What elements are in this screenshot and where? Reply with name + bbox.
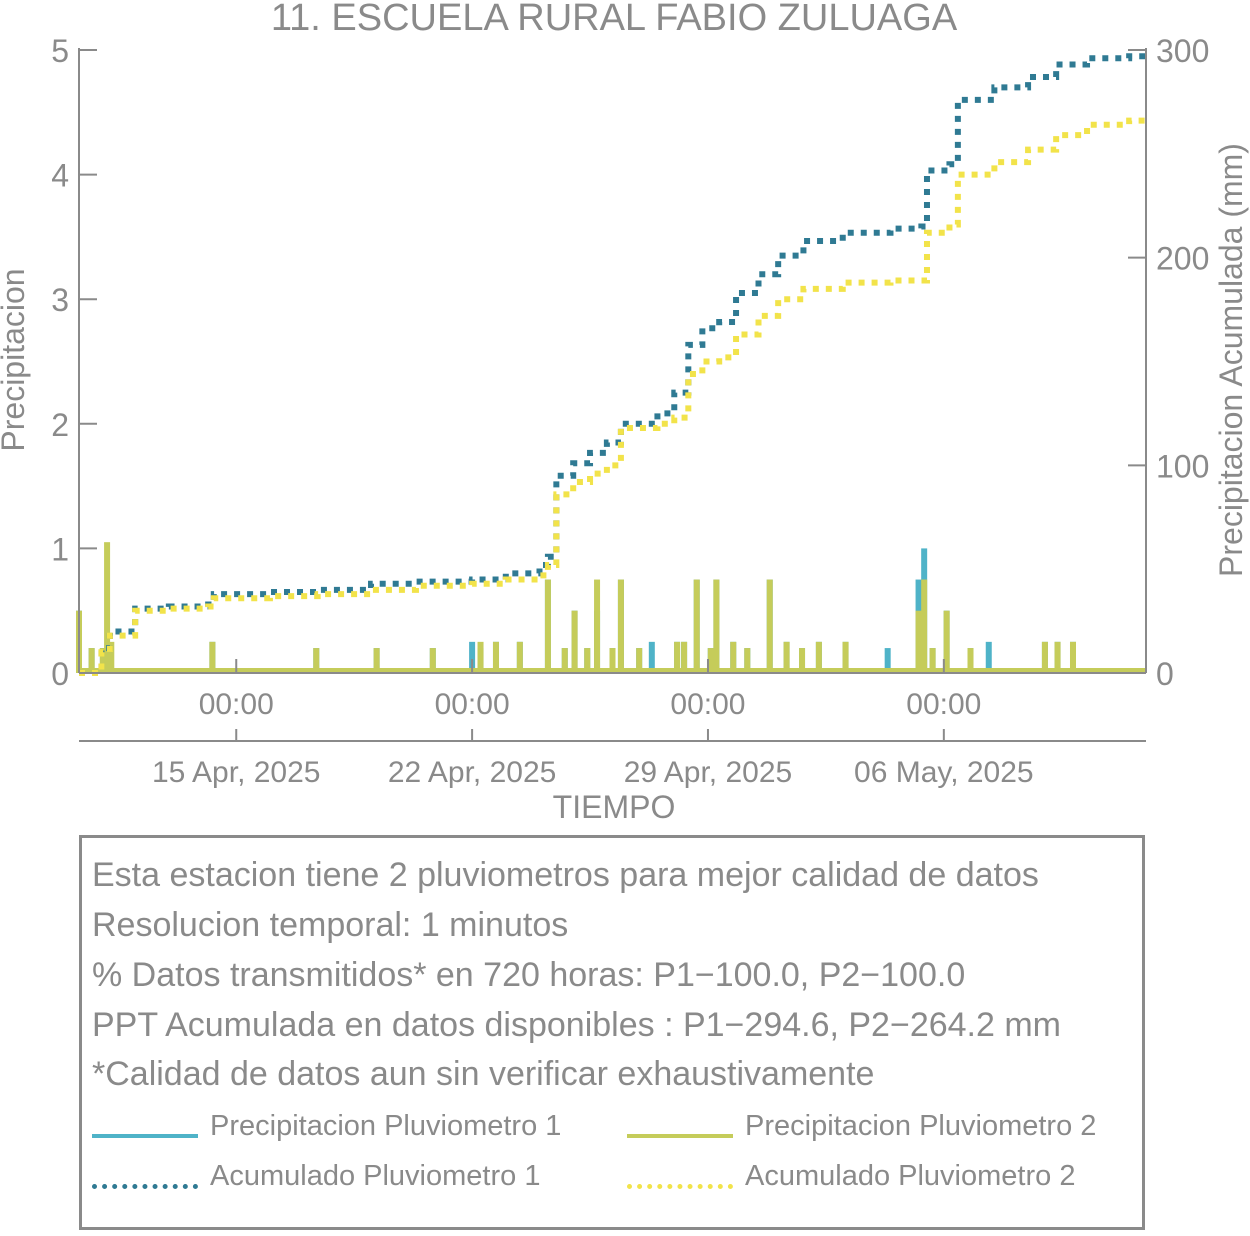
precip-bar-p2 — [609, 648, 616, 673]
bars-layer — [76, 542, 1146, 673]
y-tick-label: 1 — [51, 531, 69, 567]
precip-bar-p2 — [713, 579, 720, 673]
x-tick-date-label: 29 Apr, 2025 — [624, 756, 793, 789]
precip-bar-p2 — [88, 648, 95, 673]
precip-bar-p2 — [744, 648, 751, 673]
precip-bar-p2 — [915, 610, 922, 673]
precip-bar-p2 — [584, 648, 591, 673]
precip-bar-p2 — [104, 542, 111, 673]
precip-bar-p2 — [373, 648, 380, 673]
x-tick-time-label: 00:00 — [906, 688, 981, 721]
y-tick-label: 4 — [51, 158, 69, 194]
y-axis-label: Precipitacion — [0, 268, 31, 451]
precip-bar-p2 — [1041, 641, 1048, 673]
precip-bar-p2 — [674, 641, 681, 673]
x-ticks: 00:00 15 Apr, 2025 00:00 22 Apr, 2025 00:00 2… — [152, 659, 1034, 789]
info-line: PPT Acumulada en datos disponibles : P1−… — [92, 1006, 1061, 1044]
y-tick-label: 2 — [51, 407, 69, 443]
x-axis-label: TIEMPO — [553, 789, 676, 825]
precip-bar-p2 — [594, 579, 601, 673]
precip-bar-p1 — [469, 641, 476, 673]
x-tick-date-label: 15 Apr, 2025 — [152, 756, 321, 789]
precip-bar-p2 — [99, 648, 106, 673]
x-tick-date-label: 22 Apr, 2025 — [388, 756, 557, 789]
precip-bar-p2 — [799, 648, 806, 673]
x-tick-time-label: 00:00 — [670, 688, 745, 721]
precip-bar-p2 — [571, 610, 578, 673]
precip-bar-p2 — [1054, 641, 1061, 673]
precip-bar-p2 — [561, 648, 568, 673]
precip-bar-p2 — [636, 648, 643, 673]
precip-bar-p2 — [313, 648, 320, 673]
precip-bar-p2 — [477, 641, 484, 673]
accumulated-line-p1 — [79, 53, 1146, 676]
accumulated-line-p2 — [79, 117, 1146, 676]
legend-swatch-p1 — [92, 1134, 198, 1138]
precip-bar-p2 — [1069, 641, 1076, 673]
y-ticks-left: 0 1 2 3 4 5 — [51, 33, 97, 692]
chart-title: 11. ESCUELA RURAL FABIO ZULUAGA — [271, 0, 958, 39]
precip-bar-p2 — [766, 579, 773, 673]
info-line: *Calidad de datos aun sin verificar exha… — [92, 1055, 875, 1093]
precip-bar-p1 — [884, 648, 891, 673]
legend-swatch-acc1 — [92, 1184, 198, 1189]
precip-bar-p2 — [921, 579, 928, 673]
info-line: Esta estacion tiene 2 pluviometros para … — [92, 856, 1039, 894]
precip-bar-p2 — [707, 648, 714, 673]
precip-bar-p2 — [929, 648, 936, 673]
y-right-tick-label: 100 — [1156, 448, 1209, 484]
accumulated-lines-layer — [79, 53, 1146, 676]
x-tick-time-label: 00:00 — [199, 688, 274, 721]
info-box: Esta estacion tiene 2 pluviometros para … — [79, 835, 1145, 1230]
legend-swatch-p2 — [627, 1134, 733, 1138]
precip-bar-p2 — [967, 648, 974, 673]
precip-bar-p1 — [985, 641, 992, 673]
y-right-tick-label: 300 — [1156, 33, 1209, 69]
legend-swatch-acc2 — [627, 1184, 733, 1189]
precip-bar-p2 — [842, 641, 849, 673]
precip-bar-p2 — [730, 641, 737, 673]
precipitation-chart: 11. ESCUELA RURAL FABIO ZULUAGA 0 1 2 3 4 5 0… — [0, 0, 1249, 825]
legend-label-acc1: Acumulado Pluviometro 1 — [210, 1160, 541, 1192]
precip-bar-p2 — [693, 579, 700, 673]
legend-label-acc2: Acumulado Pluviometro 2 — [745, 1160, 1076, 1192]
y-tick-label: 0 — [51, 656, 69, 692]
precip-bar-p2 — [209, 641, 216, 673]
y-right-tick-label: 0 — [1156, 656, 1174, 692]
precip-bar-p2 — [429, 648, 436, 673]
precip-bar-p1 — [648, 641, 655, 673]
y-axis-right-label: Precipitacion Acumulada (mm) — [1213, 143, 1249, 577]
precip-bar-p2 — [783, 641, 790, 673]
precip-bar-p2 — [516, 641, 523, 673]
y-tick-label: 3 — [51, 282, 69, 318]
y-tick-label: 5 — [51, 33, 69, 69]
x-tick-time-label: 00:00 — [435, 688, 510, 721]
info-line: Resolucion temporal: 1 minutos — [92, 906, 569, 944]
legend-label-p1: Precipitacion Pluviometro 1 — [210, 1110, 562, 1142]
precip-bar-p2 — [617, 579, 624, 673]
y-right-tick-label: 200 — [1156, 241, 1209, 277]
info-line: % Datos transmitidos* en 720 horas: P1−1… — [92, 956, 966, 994]
precip-bar-p2 — [681, 641, 688, 673]
legend-label-p2: Precipitacion Pluviometro 2 — [745, 1110, 1097, 1142]
y-ticks-right: 0 100 200 300 — [1128, 33, 1209, 692]
precip-bar-p2 — [108, 641, 115, 673]
precip-bar-p2 — [815, 641, 822, 673]
precip-bar-p2 — [544, 579, 551, 673]
precip-bar-p2 — [492, 641, 499, 673]
precip-bar-p2 — [943, 610, 950, 673]
x-tick-date-label: 06 May, 2025 — [854, 756, 1034, 789]
